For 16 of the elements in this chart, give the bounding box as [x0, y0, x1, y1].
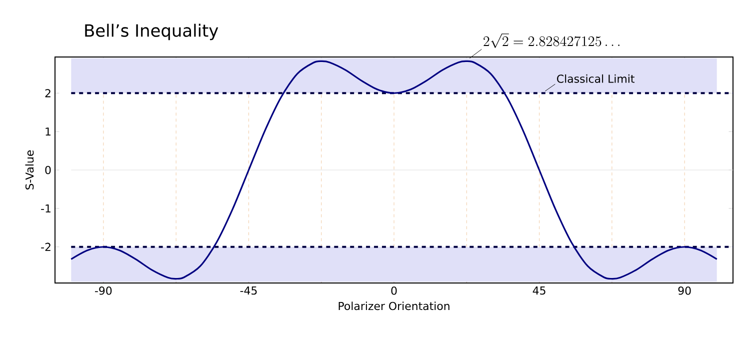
y-axis-title: S-Value — [25, 150, 34, 190]
x-tick-label: 0 — [391, 286, 397, 295]
chart-title: Bell’s Inequality — [85, 24, 218, 40]
y-tick-label: 1 — [46, 128, 50, 136]
x-axis-title: Polarizer Orientation — [338, 302, 450, 310]
x-tick-label: -45 — [240, 286, 257, 295]
y-tick-label: -1 — [41, 204, 50, 212]
x-tick-label: 90 — [678, 286, 691, 295]
y-tick-label: 0 — [45, 166, 51, 174]
x-tick-label: -90 — [95, 286, 112, 295]
line-series — [70, 60, 718, 280]
y-tick-label: -2 — [41, 242, 50, 251]
x-tick-label: 45 — [532, 286, 546, 295]
y-tick-label: 2 — [45, 89, 50, 98]
annotation: $2\sqrt{2} = 2.828427125\ldots$ — [484, 34, 620, 48]
ref-line-label: Classical Limit — [557, 74, 634, 83]
